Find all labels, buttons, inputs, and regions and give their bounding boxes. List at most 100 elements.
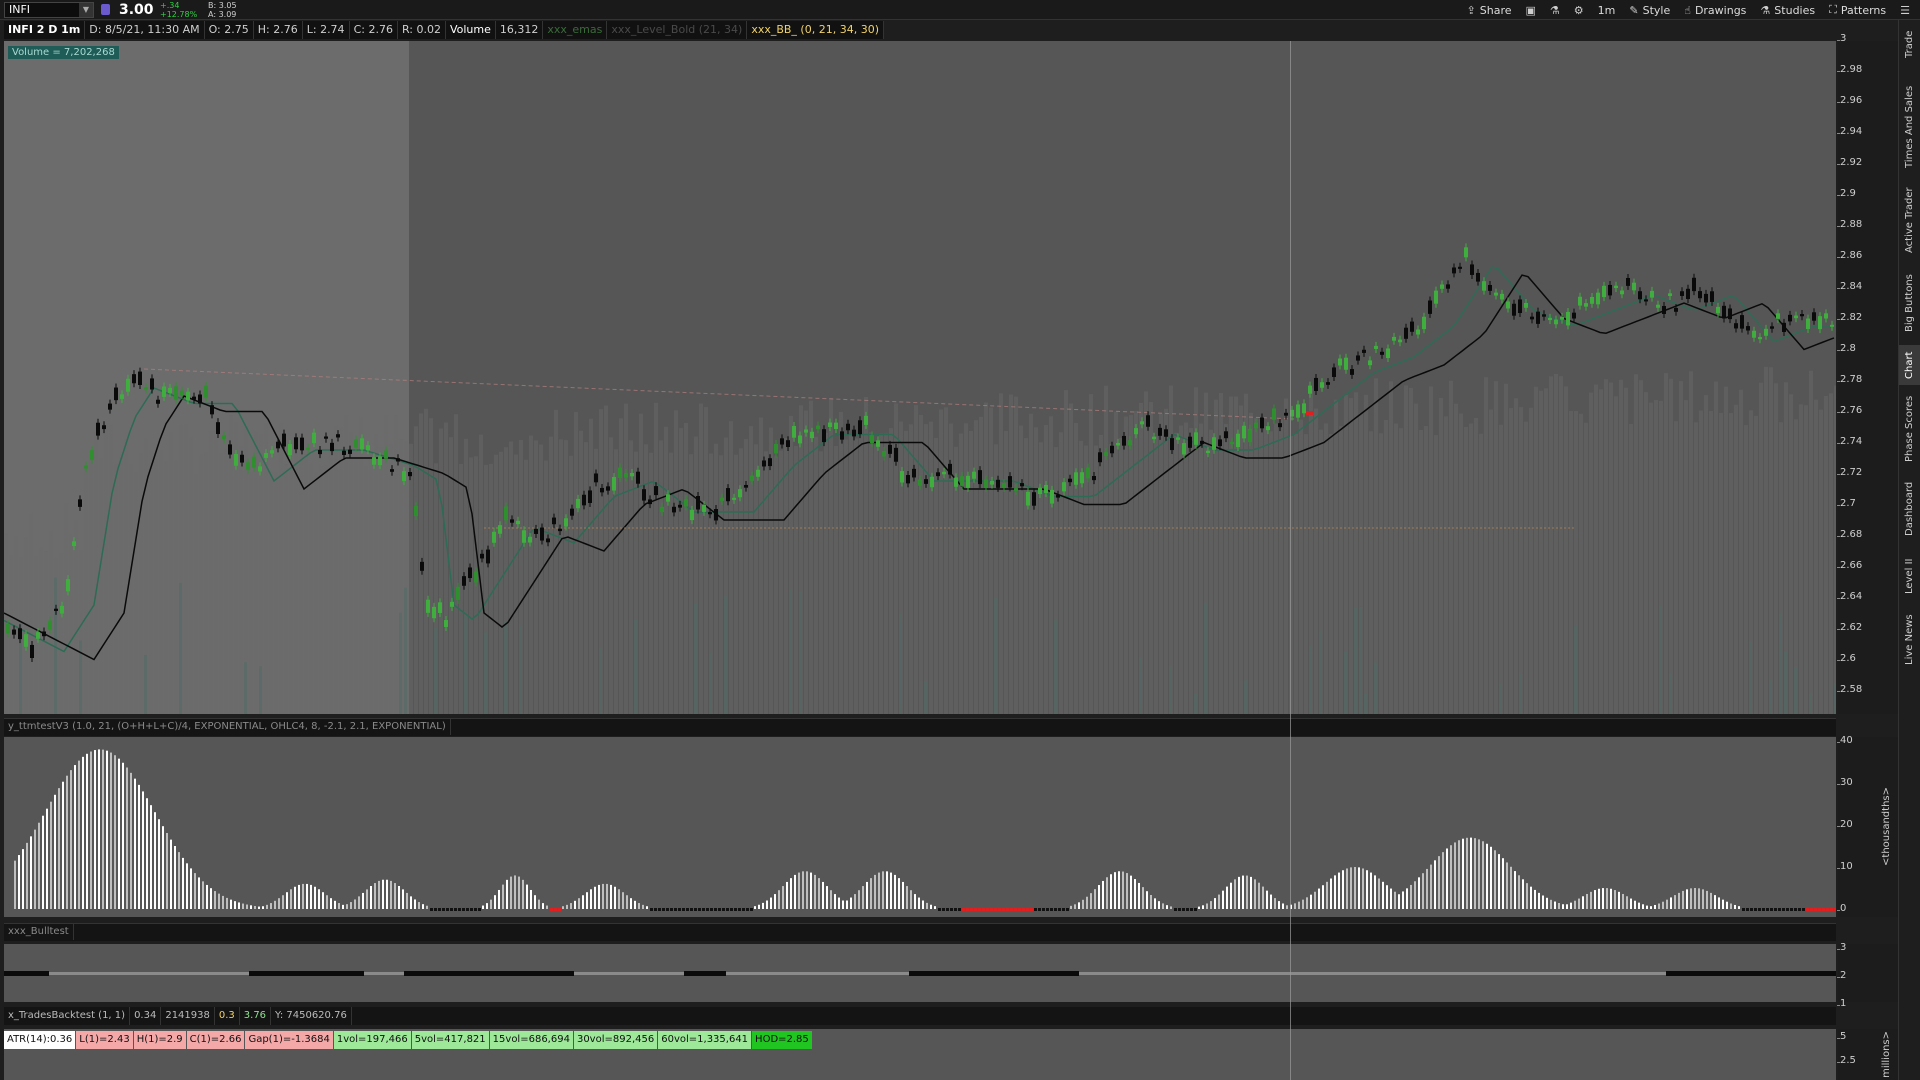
study-emas[interactable]: xxx_emas <box>543 21 608 39</box>
candle-body <box>1290 409 1294 417</box>
study-level-bold[interactable]: xxx_Level_Bold (21, 34) <box>607 21 748 39</box>
price-tick: 2.8 <box>1837 343 1856 354</box>
oscillator-bar <box>294 886 296 909</box>
oscillator-bar <box>334 900 336 909</box>
volume-bar <box>1519 407 1523 714</box>
candle-body <box>1578 296 1582 306</box>
side-tab[interactable]: Dashboard <box>1904 481 1915 537</box>
volume-label[interactable]: Volume <box>445 21 496 39</box>
study-bb[interactable]: xxx_BB_ (0, 21, 34, 30) <box>747 21 884 39</box>
candle-body <box>954 477 958 487</box>
oscillator-bar <box>94 750 96 909</box>
side-tab[interactable]: Big Buttons <box>1904 274 1915 332</box>
candle-body <box>348 449 352 454</box>
candle-body <box>1536 311 1540 324</box>
settings-button[interactable]: ⚙ <box>1574 4 1584 17</box>
drawings-button[interactable]: ☝ Drawings <box>1684 3 1747 17</box>
volume-bar <box>99 457 103 714</box>
volume-bar <box>489 463 493 714</box>
oscillator-dot <box>958 908 961 911</box>
volume-bar-highlight <box>244 662 247 714</box>
oscillator-dot <box>1746 908 1749 911</box>
candle-body <box>246 462 250 470</box>
menu-button[interactable]: ☰ <box>1900 4 1910 17</box>
candle-body <box>474 571 478 583</box>
oscillator-bar <box>826 886 828 909</box>
oscillator-dot <box>1034 908 1037 911</box>
price-tick: 2.66 <box>1836 560 1863 571</box>
stat-badge: 60vol=1,335,641 <box>658 1031 752 1049</box>
bull-study-label[interactable]: xxx_Bulltest <box>4 924 74 940</box>
volume-bar <box>564 440 568 714</box>
price-chart[interactable]: Volume = 7,202,268 <box>4 41 1836 714</box>
volume-bar <box>189 437 193 714</box>
share-icon: ⇪ <box>1466 3 1476 17</box>
patterns-button[interactable]: ⛶ Patterns <box>1829 3 1887 17</box>
volume-bar <box>29 514 33 714</box>
link-icon[interactable] <box>101 4 110 15</box>
oscillator-bar <box>178 852 180 909</box>
volume-bar <box>719 455 723 714</box>
candle-body <box>648 499 652 505</box>
oscillator-bar <box>1586 893 1588 909</box>
volume-bar <box>174 460 178 714</box>
oscillator-dot <box>1002 908 1005 911</box>
oscillator-bar <box>1678 892 1680 909</box>
bull-panel[interactable] <box>4 944 1836 1002</box>
oscillator-canvas <box>14 749 1836 911</box>
side-tab[interactable]: Active Trader <box>1904 187 1915 253</box>
style-button[interactable]: ✎ Style <box>1629 3 1671 17</box>
side-tab[interactable]: Times And Sales <box>1904 85 1915 169</box>
bottom-axis[interactable]: millions> 5 2.5 <box>1836 1029 1898 1080</box>
oscillator-bar <box>1650 906 1652 909</box>
volume-bar-highlight <box>789 589 792 714</box>
volume-bar <box>164 460 168 714</box>
candle-body <box>216 422 220 435</box>
volume-bar <box>1404 385 1408 714</box>
oscillator-bar <box>222 895 224 909</box>
side-tab[interactable]: Live News <box>1904 614 1915 666</box>
side-tab[interactable]: Phase Scores <box>1904 395 1915 463</box>
candle-body <box>282 433 286 447</box>
oscillator-study-label[interactable]: y_ttmtestV3 (1.0, 21, (O+H+L+C)/4, EXPON… <box>4 719 451 735</box>
candle-body <box>606 486 610 491</box>
oscillator-bar <box>90 751 92 909</box>
oscillator-bar <box>598 884 600 909</box>
snapshot-button[interactable]: ▣ <box>1526 4 1536 17</box>
side-tab[interactable]: Chart <box>1899 345 1920 385</box>
symbol-input[interactable]: INFI ▼ <box>4 2 94 18</box>
last-price: 3.00 <box>119 2 154 18</box>
candle-body <box>930 476 934 488</box>
volume-bar <box>524 459 528 714</box>
menu-icon: ☰ <box>1900 3 1910 17</box>
volume-bar <box>754 444 758 714</box>
oscillator-dot <box>1790 908 1793 911</box>
volume-bar <box>1714 381 1718 714</box>
side-tab[interactable]: Trade <box>1904 30 1915 58</box>
oscillator-axis[interactable]: <thousandths> 40 30 20 10 0 <box>1836 735 1898 917</box>
oscillator-bar <box>762 902 764 909</box>
side-tab[interactable]: Level II <box>1904 558 1915 594</box>
share-button[interactable]: ⇪ Share <box>1466 3 1512 17</box>
oscillator-bar <box>1362 868 1364 909</box>
oscillator-bar <box>86 753 88 909</box>
oscillator-bar <box>630 898 632 909</box>
oscillator-bar <box>834 894 836 909</box>
symbol-dropdown-icon[interactable]: ▼ <box>79 3 93 17</box>
price-axis[interactable]: 3 2.98 2.96 2.94 2.92 2.9 2.88 2.86 2.84 2.82 2.8 2… <box>1836 33 1898 714</box>
oscillator-bar <box>1238 876 1240 909</box>
studies-button[interactable]: ⚗ Studies <box>1760 3 1816 17</box>
oscillator-panel[interactable] <box>4 737 1836 917</box>
candle-body <box>1812 312 1816 321</box>
volume-bar <box>1284 398 1288 714</box>
volume-bar <box>1584 422 1588 714</box>
candle-body <box>1122 435 1126 446</box>
bull-axis[interactable]: 3 2 1 <box>1836 942 1898 1009</box>
candle-body <box>576 498 580 509</box>
candle-body <box>210 405 214 415</box>
trades-study-label[interactable]: x_TradesBacktest (1, 1) <box>4 1007 131 1025</box>
volume-bar <box>114 464 118 714</box>
flask-button[interactable]: ⚗ <box>1550 4 1560 17</box>
timeframe-button[interactable]: 1m <box>1597 3 1616 17</box>
volume-bar <box>789 415 793 714</box>
